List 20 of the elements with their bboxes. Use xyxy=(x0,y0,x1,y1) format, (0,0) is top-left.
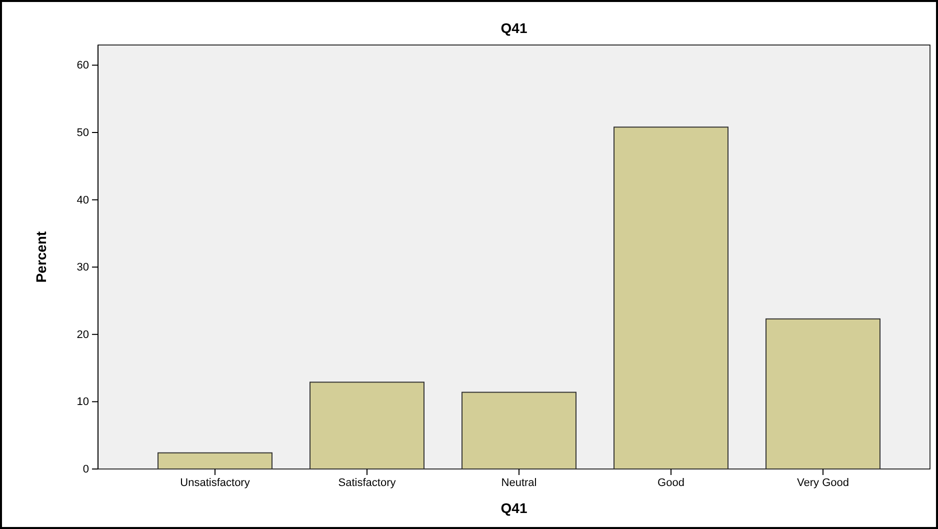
x-tick-label: Good xyxy=(658,476,684,489)
x-tick-label: Satisfactory xyxy=(338,476,396,489)
bar xyxy=(310,382,424,470)
y-tick-label: 40 xyxy=(76,194,89,206)
y-tick-label: 0 xyxy=(82,464,89,476)
bar xyxy=(462,392,576,470)
y-tick-label: 50 xyxy=(76,127,89,140)
bar xyxy=(614,126,728,470)
chart-title: Q41 xyxy=(500,20,528,36)
y-tick-label: 30 xyxy=(76,262,89,274)
y-tick-label: 20 xyxy=(76,328,89,341)
y-axis-title: Percent xyxy=(33,230,49,283)
y-tick-label: 10 xyxy=(76,396,89,408)
x-tick-label: Unsatisfactory xyxy=(180,476,250,489)
x-tick-label: Neutral xyxy=(501,476,537,489)
x-axis-title: Q41 xyxy=(500,500,528,516)
bar xyxy=(158,452,272,470)
y-tick-label: 60 xyxy=(76,60,89,72)
x-tick-label: Very Good xyxy=(797,476,849,489)
bar xyxy=(766,318,880,470)
